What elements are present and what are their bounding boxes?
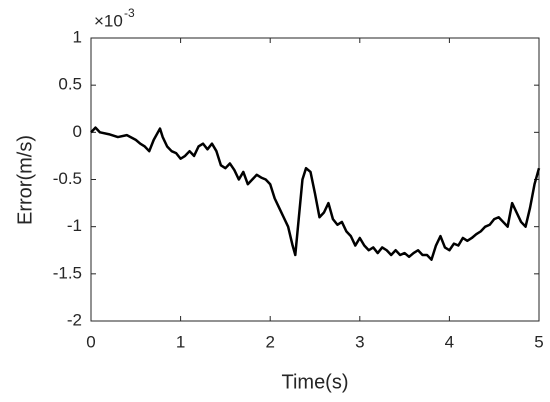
x-tick-label: 2	[265, 332, 274, 351]
y-tick-label: -1	[67, 216, 82, 235]
y-tick-label: -2	[67, 310, 82, 329]
y-tick-label: 0.5	[58, 75, 82, 94]
y-tick-label: -0.5	[53, 169, 82, 188]
line-series	[90, 126, 541, 261]
x-tick-label: 4	[445, 332, 454, 351]
y-tick-label: -1.5	[53, 263, 82, 282]
x-axis-label: Time(s)	[281, 371, 348, 393]
y-axis-label: Error(m/s)	[14, 135, 36, 225]
x-tick-label: 0	[86, 332, 95, 351]
x-tick-label: 5	[534, 332, 543, 351]
y-multiplier: ×10	[94, 11, 123, 30]
y-tick-label: 0	[73, 122, 82, 141]
y-multiplier-exponent: -3	[124, 6, 135, 20]
y-tick-label: 1	[73, 27, 82, 46]
x-tick-label: 3	[355, 332, 364, 351]
plot-area	[90, 37, 540, 322]
x-tick-label: 1	[176, 332, 185, 351]
